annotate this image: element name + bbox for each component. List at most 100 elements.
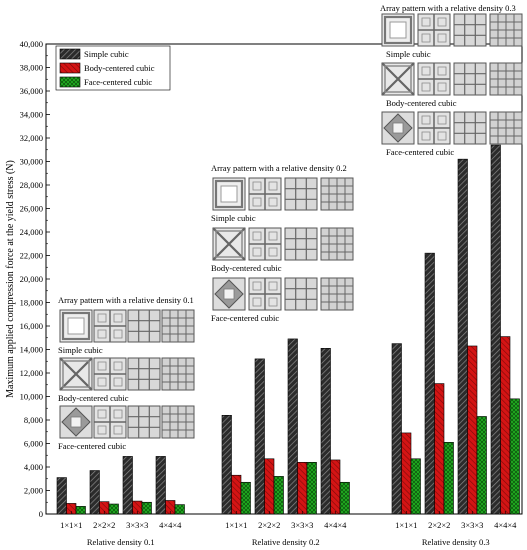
x-category-label: 1×1×1	[60, 520, 82, 530]
y-tick-label: 14,000	[20, 345, 43, 355]
bar-face-centered-cubic	[75, 506, 86, 515]
x-category-label: 2×2×2	[428, 520, 450, 530]
bars	[56, 144, 520, 515]
bar-simple-cubic	[320, 348, 331, 515]
y-tick-label: 12,000	[20, 368, 43, 378]
x-group-label: Relative density 0.2	[252, 537, 320, 547]
y-tick-label: 34,000	[20, 110, 43, 120]
lattice-row-simple	[58, 308, 195, 344]
y-tick-label: 22,000	[20, 251, 43, 261]
y-tick-label: 4,000	[24, 462, 43, 472]
legend-swatch-face	[59, 76, 81, 88]
bar-simple-cubic	[254, 358, 265, 515]
bar-simple-cubic	[424, 252, 435, 515]
annotation-row-label: Face-centered cubic	[386, 147, 454, 157]
x-category-label: 4×4×4	[159, 520, 182, 530]
legend-swatch-simple	[59, 48, 81, 60]
lattice-row-face	[381, 111, 523, 145]
bar-body-centered-cubic	[231, 474, 242, 515]
bar-face-centered-cubic	[443, 442, 454, 515]
annotation-title: Array pattern with a relative density 0.…	[211, 163, 347, 173]
legend-label-face: Face-centered cubic	[84, 77, 152, 87]
bar-simple-cubic	[56, 477, 67, 515]
y-tick-label: 36,000	[20, 86, 43, 96]
bar-face-centered-cubic	[339, 481, 350, 515]
legend-swatch-body	[59, 62, 81, 74]
y-tick-label: 10,000	[20, 392, 43, 402]
bar-body-centered-cubic	[401, 432, 412, 515]
legend-label-simple: Simple cubic	[84, 49, 129, 59]
annotation-row-label: Body-centered cubic	[58, 393, 129, 403]
y-tick-label: 30,000	[20, 157, 43, 167]
annotation-row-label: Body-centered cubic	[211, 263, 282, 273]
bar-simple-cubic	[122, 456, 133, 515]
x-category-label: 3×3×3	[126, 520, 148, 530]
bar-body-centered-cubic	[297, 461, 308, 515]
y-tick-label: 38,000	[20, 63, 43, 73]
bar-face-centered-cubic	[174, 504, 185, 515]
bar-simple-cubic	[155, 456, 166, 515]
x-category-label: 4×4×4	[494, 520, 517, 530]
bar-simple-cubic	[89, 470, 100, 515]
bar-face-centered-cubic	[108, 503, 119, 515]
annotation-title: Array pattern with a relative density 0.…	[58, 295, 194, 305]
x-category-label: 4×4×4	[324, 520, 347, 530]
bar-body-centered-cubic	[264, 458, 275, 515]
y-axis-label: Maximum applied compression force at the…	[5, 160, 16, 398]
bar-simple-cubic	[457, 158, 468, 515]
lattice-row-simple	[211, 176, 354, 212]
annotation-row-label: Simple cubic	[211, 213, 256, 223]
annotation-row-label: Face-centered cubic	[58, 441, 126, 451]
y-tick-label: 2,000	[24, 486, 43, 496]
bar-simple-cubic	[391, 343, 402, 515]
bar-face-centered-cubic	[273, 476, 284, 515]
bar-body-centered-cubic	[434, 383, 445, 515]
lattice-row-body	[58, 356, 195, 392]
x-category-label: 3×3×3	[461, 520, 483, 530]
x-group-label: Relative density 0.1	[87, 537, 155, 547]
lattice-row-face	[59, 405, 195, 439]
y-tick-label: 16,000	[20, 321, 43, 331]
annotation-row-label: Face-centered cubic	[211, 313, 279, 323]
bar-simple-cubic	[287, 338, 298, 515]
y-tick-label: 32,000	[20, 133, 43, 143]
y-tick-label: 18,000	[20, 298, 43, 308]
bar-body-centered-cubic	[330, 459, 341, 515]
y-axis: 0 2,000 4,000 6,000 8,000 10,000 12,000 14,000 1…	[20, 39, 50, 519]
y-tick-label: 40,000	[20, 39, 43, 49]
bar-face-centered-cubic	[306, 461, 317, 515]
annotation-density-0-2: Array pattern with a relative density 0.…	[211, 163, 354, 323]
bar-face-centered-cubic	[509, 398, 520, 515]
y-tick-label: 0	[39, 509, 43, 519]
bar-face-centered-cubic	[141, 501, 152, 515]
x-axis-labels: 1×1×1 2×2×2 3×3×3 4×4×4 Relative density 0.1…	[60, 511, 517, 547]
x-category-label: 3×3×3	[291, 520, 313, 530]
bar-simple-cubic	[221, 414, 232, 515]
x-group-label: Relative density 0.3	[422, 537, 490, 547]
bar-face-centered-cubic	[240, 481, 251, 515]
lattice-row-body	[211, 226, 354, 262]
x-category-label: 2×2×2	[93, 520, 115, 530]
annotation-density-0-3: Array pattern with a relative density 0.…	[380, 3, 523, 157]
y-tick-label: 6,000	[24, 439, 43, 449]
bar-simple-cubic	[490, 144, 501, 515]
annotation-row-label: Body-centered cubic	[386, 98, 457, 108]
bar-body-centered-cubic	[500, 336, 511, 515]
bar-face-centered-cubic	[410, 458, 421, 515]
annotation-density-0-1: Array pattern with a relative density 0.…	[58, 295, 195, 451]
annotation-row-label: Simple cubic	[386, 49, 431, 59]
x-category-label: 1×1×1	[225, 520, 247, 530]
y-tick-label: 26,000	[20, 204, 43, 214]
y-tick-label: 8,000	[24, 415, 43, 425]
legend: Simple cubic Body-centered cubic Face-ce…	[55, 45, 171, 91]
x-category-label: 1×1×1	[395, 520, 417, 530]
lattice-row-simple	[380, 12, 523, 48]
y-tick-label: 20,000	[20, 274, 43, 284]
y-tick-label: 24,000	[20, 227, 43, 237]
annotation-title: Array pattern with a relative density 0.…	[380, 3, 516, 13]
lattice-row-face	[212, 277, 354, 311]
bar-face-centered-cubic	[476, 416, 487, 515]
bar-body-centered-cubic	[467, 345, 478, 515]
y-tick-label: 28,000	[20, 180, 43, 190]
